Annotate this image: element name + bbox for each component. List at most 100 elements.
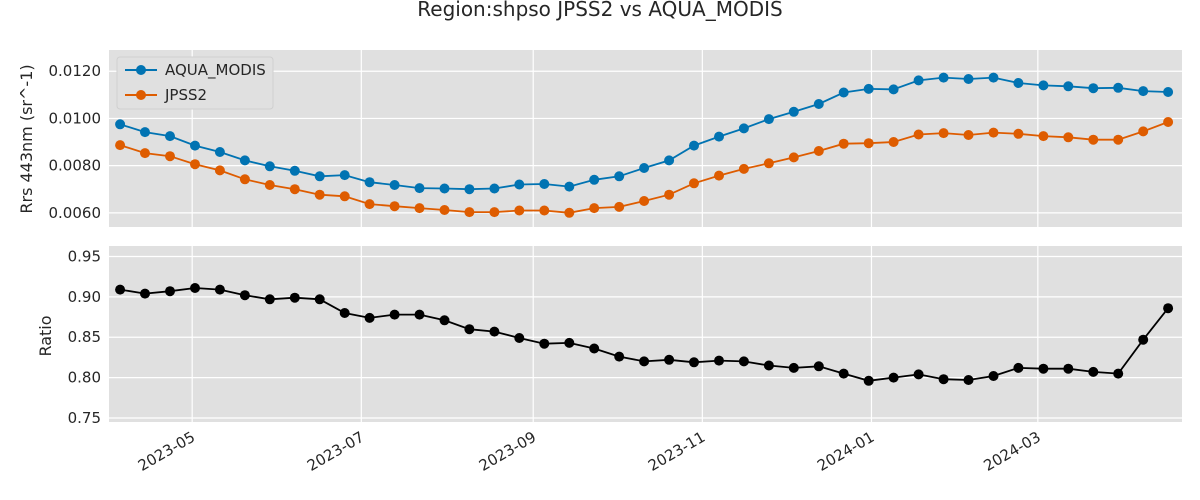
x-tick-label: 2023-11 (645, 428, 708, 475)
top-y-tick-label: 0.0060 (49, 204, 102, 222)
bottom-series-0-point (863, 375, 874, 386)
top-series-0-point (738, 123, 749, 134)
top-series-0-point (913, 75, 924, 86)
bottom-series-0-point (614, 351, 625, 362)
x-tick-label: 2023-05 (135, 428, 198, 475)
top-series-0-point (1088, 83, 1099, 94)
top-series-1-point (1013, 128, 1024, 139)
bottom-series-0-point (314, 294, 325, 305)
top-series-0-point (214, 147, 225, 157)
top-series-1-point (1063, 132, 1074, 143)
top-series-1-point (913, 129, 924, 140)
top-series-1-point (514, 205, 525, 216)
bottom-series-0-point (539, 338, 550, 349)
top-series-1-point (564, 207, 575, 218)
top-series-0-point (539, 179, 550, 189)
top-series-1-point (115, 140, 126, 151)
top-series-1-point (738, 163, 749, 174)
top-series-0-point (165, 131, 175, 142)
top-series-0-point (1063, 81, 1074, 92)
top-series-0-point (439, 183, 450, 194)
bottom-y-tick-label: 0.85 (68, 328, 101, 346)
legend-marker-aqua-modis (136, 65, 146, 75)
top-series-1-point (714, 170, 724, 181)
top-y-ticks: 0.0060 0.0080 0.0100 0.0120 (49, 62, 102, 222)
x-axis-ticks: 2023-05 2023-07 2023-09 2023-11 2024-01 2024-… (135, 428, 1044, 475)
bottom-panel: 0.75 0.80 0.85 0.90 0.95 Ratio (36, 246, 1182, 427)
bottom-series-0-point (140, 288, 150, 299)
top-series-1-point (988, 127, 999, 138)
bottom-series-0-point (888, 372, 899, 383)
top-series-0-point (364, 177, 375, 188)
top-series-0-point (988, 72, 999, 83)
bottom-series-0-point (838, 368, 849, 379)
top-series-1-point (1163, 117, 1174, 127)
bottom-y-tick-label: 0.95 (68, 247, 101, 265)
top-series-0-point (888, 84, 899, 95)
top-series-1-point (214, 165, 225, 176)
bottom-series-0-point (464, 324, 475, 335)
x-tick-label: 2024-03 (981, 428, 1044, 475)
top-series-1-point (838, 138, 849, 149)
top-series-1-point (1088, 134, 1099, 145)
x-tick-label: 2024-01 (814, 428, 877, 475)
top-series-0-point (339, 170, 350, 181)
top-series-1-point (464, 207, 475, 218)
top-series-0-point (863, 83, 874, 94)
bottom-series-0-point (239, 290, 250, 301)
top-series-1-point (539, 205, 550, 216)
bottom-y-tick-label: 0.75 (68, 409, 101, 427)
top-series-0-point (464, 184, 475, 195)
bottom-grid (109, 246, 1182, 422)
top-series-0-point (714, 131, 724, 142)
chart-title: Region:shpso JPSS2 vs AQUA_MODIS (417, 0, 782, 21)
bottom-series-0-point (738, 356, 749, 367)
top-series-0-point (689, 140, 699, 151)
top-panel: 0.0060 0.0080 0.0100 0.0120 Rrs 443nm (sr^-… (17, 50, 1182, 227)
bottom-series-0-point (1113, 368, 1124, 379)
bottom-y-tick-label: 0.80 (68, 369, 101, 387)
top-series-0-point (289, 165, 300, 176)
top-y-tick-label: 0.0120 (49, 62, 102, 80)
bottom-series-0-point (589, 343, 600, 354)
top-series-0-point (564, 181, 575, 192)
bottom-series-0-point (988, 371, 999, 381)
top-series-0-point (788, 106, 799, 117)
bottom-series-0-point (165, 286, 175, 297)
top-series-0-point (1038, 80, 1049, 91)
bottom-series-0-point (339, 308, 350, 318)
bottom-series-0-point (1013, 362, 1024, 373)
top-series-1-point (489, 207, 500, 218)
top-series-0-point (938, 72, 949, 83)
top-series-0-point (1113, 82, 1124, 93)
top-series-1-point (289, 184, 300, 195)
top-series-0-point (414, 183, 425, 194)
bottom-y-ticks: 0.75 0.80 0.85 0.90 0.95 (68, 247, 101, 426)
bottom-series-0-point (788, 362, 799, 373)
bottom-series-0-point (289, 292, 300, 303)
top-series-1-point (863, 138, 874, 149)
top-series-1-point (938, 128, 949, 139)
bottom-series-0-point (414, 309, 425, 320)
top-series-1-point (664, 189, 675, 200)
x-tick-label: 2023-07 (304, 428, 367, 475)
top-series-0-point (140, 127, 150, 138)
top-series-1-point (339, 191, 350, 202)
bottom-series-0-point (813, 361, 824, 372)
top-series (115, 72, 1174, 218)
bottom-series-0-point (1038, 363, 1049, 374)
top-series-0-point (838, 87, 849, 98)
top-series-0-point (115, 119, 126, 130)
top-series-0-point (963, 74, 974, 84)
bottom-series-0-point (214, 284, 225, 295)
top-series-0-point (664, 155, 675, 166)
top-series-0-point (1138, 86, 1149, 97)
top-series-0-point (314, 171, 325, 182)
top-series-1-point (813, 146, 824, 156)
bottom-series-0-point (514, 333, 525, 343)
top-series-0-point (190, 140, 200, 151)
bottom-series-0-point (1138, 334, 1149, 345)
bottom-series-0-point (564, 337, 575, 348)
top-series-1-point (589, 203, 600, 214)
